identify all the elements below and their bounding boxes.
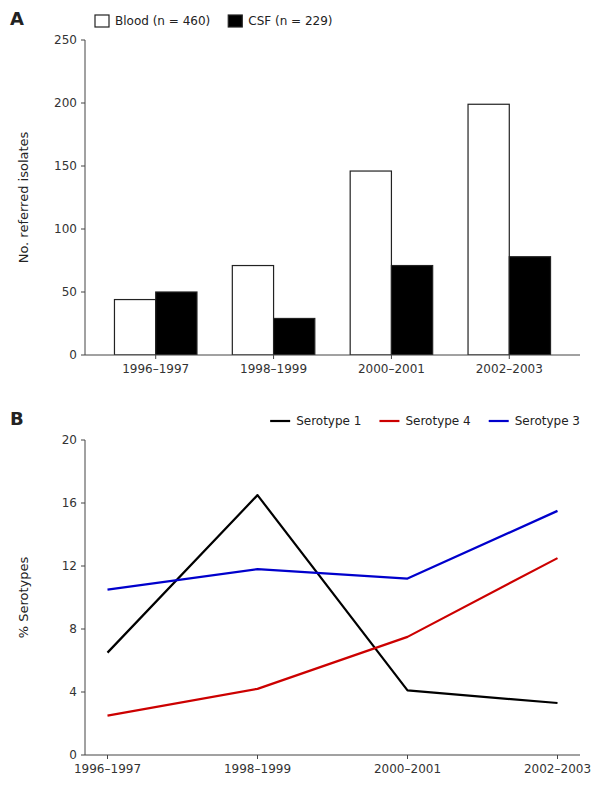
y-tick <box>81 40 85 41</box>
x-tick-label: 2002–2003 <box>524 762 591 776</box>
legend-item: Serotype 1 <box>270 414 361 428</box>
y-tick <box>81 103 85 104</box>
y-tick-label: 16 <box>62 496 77 510</box>
y-tick <box>81 229 85 230</box>
legend-swatch <box>95 15 109 27</box>
x-tick <box>557 755 558 759</box>
x-axis <box>85 755 580 756</box>
x-tick <box>273 355 274 359</box>
y-tick-label: 0 <box>69 748 77 762</box>
x-axis <box>85 355 580 356</box>
x-tick <box>257 755 258 759</box>
plot-area <box>114 104 550 355</box>
bar <box>468 104 509 355</box>
legend-item: CSF (n = 229) <box>228 14 332 28</box>
x-tick <box>509 355 510 359</box>
legend-swatch <box>228 15 242 27</box>
panel: B 0 4 8 12 16 20 1996–1997 1998–1999 2000–2001 200… <box>10 408 591 776</box>
x-tick-label: 2002–2003 <box>476 362 543 376</box>
y-tick-label: 4 <box>69 685 77 699</box>
legend-label: Serotype 3 <box>515 414 580 428</box>
bar <box>156 292 197 355</box>
bar <box>350 171 391 355</box>
y-tick-label: 50 <box>62 285 77 299</box>
bar <box>509 257 550 355</box>
y-axis-label: % Serotypes <box>16 556 31 638</box>
y-tick-label: 150 <box>54 159 77 173</box>
x-tick-label: 2000–2001 <box>358 362 425 376</box>
legend: Blood (n = 460) CSF (n = 229) <box>95 14 333 28</box>
panel-label: A <box>10 8 24 29</box>
bar <box>391 266 432 355</box>
y-tick <box>81 755 85 756</box>
bar <box>232 266 273 355</box>
legend-swatch <box>270 420 290 422</box>
legend-swatch <box>379 420 399 422</box>
y-axis-label: No. referred isolates <box>16 131 31 263</box>
y-tick-label: 250 <box>54 33 77 47</box>
line <box>108 495 558 703</box>
line <box>108 511 558 590</box>
legend-item: Blood (n = 460) <box>95 14 210 28</box>
x-tick-label: 1998–1999 <box>224 762 291 776</box>
legend-label: Serotype 4 <box>405 414 470 428</box>
y-axis <box>85 40 86 355</box>
bar <box>274 318 315 355</box>
y-tick <box>81 629 85 630</box>
x-tick <box>407 755 408 759</box>
x-tick-label: 1998–1999 <box>240 362 307 376</box>
y-tick <box>81 166 85 167</box>
legend-label: Serotype 1 <box>296 414 361 428</box>
legend-label: CSF (n = 229) <box>248 14 332 28</box>
y-tick <box>81 440 85 441</box>
x-tick-label: 1996–1997 <box>122 362 189 376</box>
legend-item: Serotype 4 <box>379 414 470 428</box>
panel: A 0 50 100 150 200 250 1996–1997 1998–1999 2000–2… <box>10 8 580 376</box>
legend: Serotype 1 Serotype 4 Serotype 3 <box>270 414 580 428</box>
x-tick <box>391 355 392 359</box>
y-tick-label: 20 <box>62 433 77 447</box>
y-tick-label: 8 <box>69 622 77 636</box>
bar <box>114 300 155 355</box>
y-axis <box>85 440 86 755</box>
x-tick <box>107 755 108 759</box>
y-tick-label: 12 <box>62 559 77 573</box>
x-tick <box>155 355 156 359</box>
panel-label: B <box>10 408 24 429</box>
figure: A0501001502002501996–19971998–19992000–2… <box>0 0 600 805</box>
y-tick <box>81 292 85 293</box>
plot-area <box>108 495 558 716</box>
y-tick <box>81 503 85 504</box>
legend-label: Blood (n = 460) <box>115 14 210 28</box>
legend-swatch <box>489 420 509 422</box>
legend-item: Serotype 3 <box>489 414 580 428</box>
line <box>108 558 558 716</box>
x-tick-label: 2000–2001 <box>374 762 441 776</box>
y-tick <box>81 355 85 356</box>
x-tick-label: 1996–1997 <box>74 762 141 776</box>
y-tick-label: 200 <box>54 96 77 110</box>
y-tick <box>81 692 85 693</box>
y-tick-label: 0 <box>69 348 77 362</box>
y-tick <box>81 566 85 567</box>
y-tick-label: 100 <box>54 222 77 236</box>
